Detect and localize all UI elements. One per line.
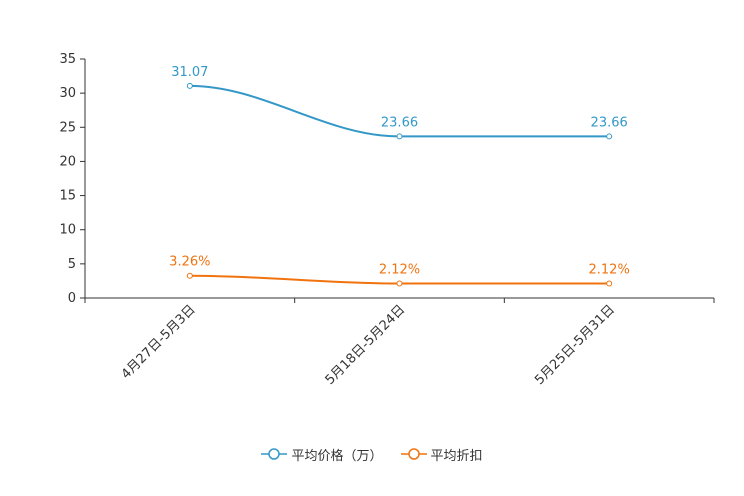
x-tick-label: 5月18日-5月24日 <box>323 302 409 388</box>
legend-item-price[interactable]: 平均价格（万） <box>261 445 383 464</box>
data-point[interactable] <box>186 272 193 279</box>
data-label: 3.26% <box>169 255 210 270</box>
y-tick-label: 10 <box>59 223 76 238</box>
legend-discount-marker <box>407 448 420 460</box>
y-axis: 0 5 10 15 20 25 30 35 <box>59 52 86 306</box>
data-point[interactable] <box>396 280 403 287</box>
data-point[interactable] <box>186 82 193 89</box>
legend: 平均价格（万） 平均折扣 <box>0 444 744 464</box>
y-tick-label: 35 <box>59 52 76 67</box>
series-layer: 31.07 23.66 23.66 3.26% 2.12% 2.12% <box>169 65 630 287</box>
legend-item-discount[interactable]: 平均折扣 <box>400 445 483 464</box>
x-tick-label: 4月27日-5月3日 <box>119 302 199 382</box>
data-label: 23.66 <box>591 115 628 130</box>
legend-line-circle-icon <box>400 448 427 460</box>
data-label: 2.12% <box>379 263 420 278</box>
legend-line-circle-icon <box>261 448 288 460</box>
data-point[interactable] <box>606 133 613 140</box>
y-tick-label: 15 <box>59 189 76 204</box>
y-tick-label: 25 <box>59 120 76 135</box>
data-label: 31.07 <box>171 65 208 80</box>
y-tick-label: 20 <box>59 154 76 169</box>
y-tick-label: 0 <box>68 291 76 306</box>
y-tick-label: 30 <box>59 86 76 101</box>
x-tick-label: 5月25日-5月31日 <box>532 302 618 388</box>
data-label: 23.66 <box>381 115 418 130</box>
data-point[interactable] <box>396 133 403 140</box>
x-axis: 4月27日-5月3日 5月18日-5月24日 5月25日-5月31日 <box>84 297 715 388</box>
data-label: 2.12% <box>589 263 630 278</box>
y-tick-label: 5 <box>68 257 76 272</box>
data-point[interactable] <box>606 280 613 287</box>
legend-discount-label: 平均折扣 <box>430 448 483 464</box>
legend-price-marker <box>268 448 281 460</box>
legend-price-label: 平均价格（万） <box>291 448 383 464</box>
